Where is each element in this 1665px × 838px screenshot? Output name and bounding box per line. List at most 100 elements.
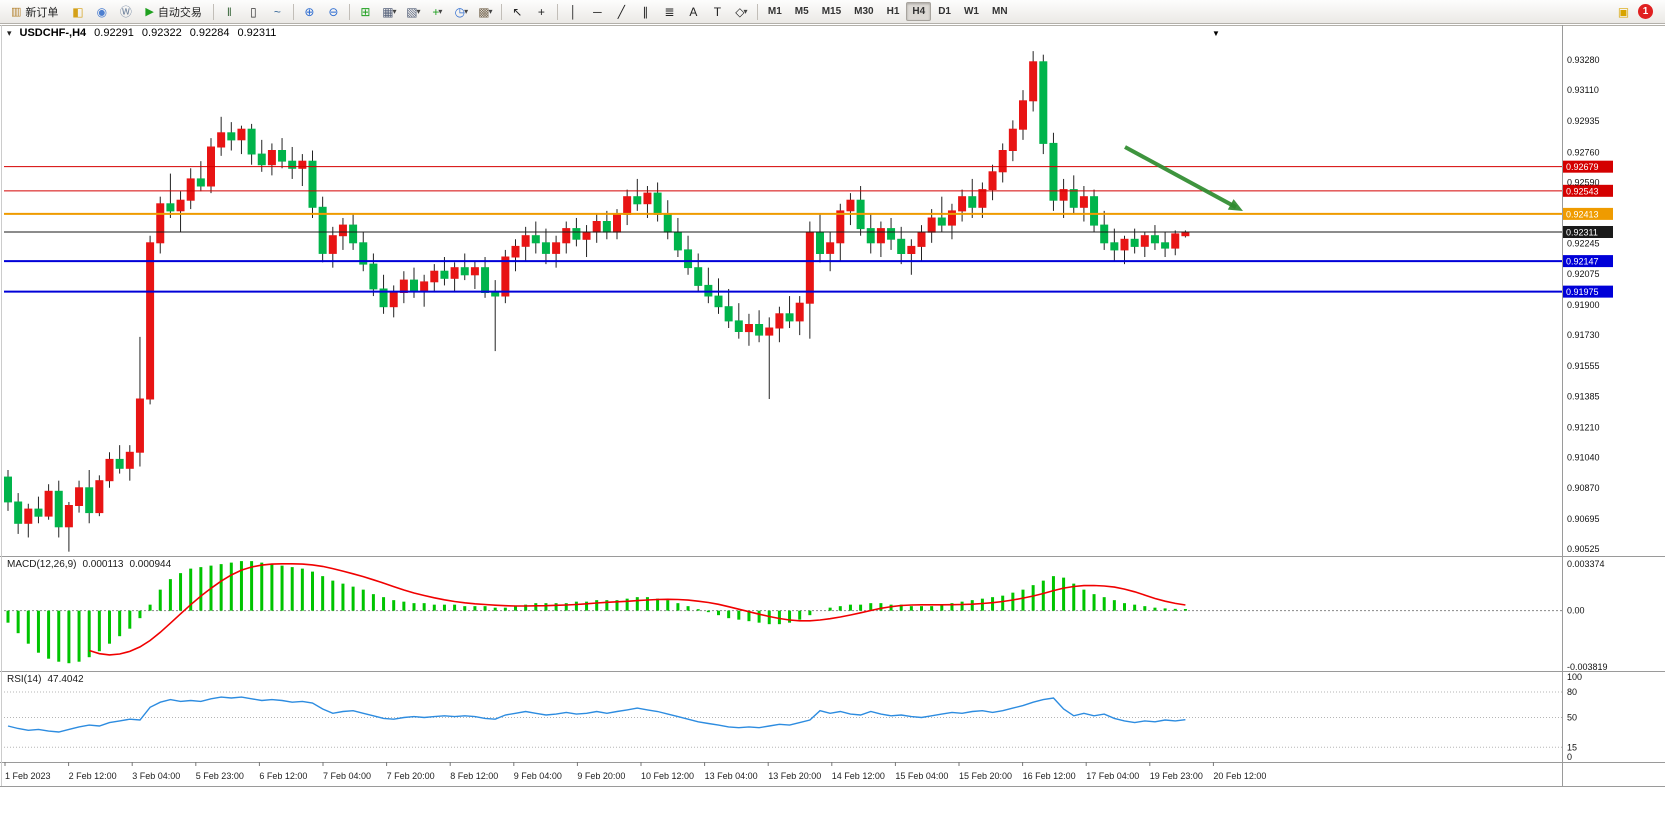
candle: [978, 189, 987, 208]
timeframe-m5-button[interactable]: M5: [794, 6, 809, 17]
timeframe-mn-button[interactable]: MN: [991, 6, 1008, 17]
time-axis-label: 19 Feb 23:00: [1150, 771, 1203, 781]
trend-arrow[interactable]: [1124, 145, 1237, 209]
price-axis-label: 0.92245: [1567, 239, 1600, 249]
tile-windows-icon[interactable]: ⊞: [360, 4, 371, 19]
timeframe-m15-button[interactable]: M15: [821, 6, 842, 17]
news-icon[interactable]: ▣: [1617, 4, 1630, 19]
trend-arrow-head: [1227, 199, 1243, 211]
price-badge: [1563, 160, 1613, 173]
rsi-value: 47.4042: [47, 674, 84, 685]
rsi-indicator-label: RSI(14) 47.4042: [7, 674, 84, 685]
crosshair-icon[interactable]: +: [537, 4, 545, 19]
candle: [1120, 238, 1129, 251]
candle: [1100, 224, 1109, 244]
price-axis-label: 0.91555: [1567, 361, 1600, 371]
candle: [44, 490, 53, 517]
text-icon[interactable]: A: [689, 4, 698, 19]
trendline-icon[interactable]: ╱: [617, 4, 625, 19]
candle: [613, 213, 621, 233]
price-axis-label: 0.92590: [1567, 177, 1600, 187]
candle: [1140, 235, 1149, 247]
macd-signal-line: [88, 562, 1186, 656]
web-icon[interactable]: Ⓦ: [119, 5, 132, 19]
shapes-button[interactable]: ◇ ▾: [735, 4, 748, 19]
coins-icon[interactable]: ◧: [72, 4, 84, 19]
timeframe-w1-button[interactable]: W1: [963, 6, 979, 17]
candlestick-chart-icon[interactable]: ▯: [250, 4, 257, 19]
autotrading-button[interactable]: ▶ 自动交易: [138, 0, 208, 23]
candle: [927, 217, 936, 233]
candle: [4, 476, 12, 503]
candle: [156, 203, 165, 244]
candle: [105, 458, 114, 482]
profiles-button[interactable]: ▧ ▾: [406, 4, 421, 19]
candle: [521, 235, 530, 247]
periods-button[interactable]: ◷ ▾: [454, 4, 469, 19]
line-chart-icon[interactable]: ~: [273, 4, 281, 19]
candle: [785, 313, 794, 322]
candle: [470, 267, 479, 276]
price-badge: [1563, 207, 1613, 220]
cursor-icon[interactable]: ↖: [512, 4, 523, 19]
text-label-icon[interactable]: T: [713, 4, 722, 19]
chart-shift-marker[interactable]: ▼: [1212, 29, 1220, 38]
price-axis-label: 0.92075: [1567, 269, 1600, 279]
new-order-button[interactable]: ▥ 新订单: [4, 0, 65, 23]
macd-histogram: [6, 561, 1187, 664]
community-icon[interactable]: ◉: [96, 4, 108, 19]
fibonacci-icon[interactable]: ≣: [664, 4, 675, 19]
candle: [1059, 189, 1068, 201]
time-axis-label: 9 Feb 20:00: [577, 771, 625, 781]
candle: [501, 256, 510, 297]
time-axis-label: 15 Feb 20:00: [959, 771, 1012, 781]
zoom-in-icon[interactable]: ⊕: [304, 4, 315, 19]
one-click-trading-toggle[interactable]: ▾: [7, 27, 12, 38]
timeframe-d1-button[interactable]: D1: [938, 6, 951, 17]
price-axis-label: 0.91040: [1567, 453, 1600, 463]
candle: [1039, 61, 1048, 144]
price-badge: [1563, 225, 1613, 238]
price-axis-label: 0.91900: [1567, 300, 1600, 310]
candle: [998, 150, 1007, 173]
horizontal-line-icon[interactable]: ─: [593, 4, 602, 19]
templates-button[interactable]: ▩ ▾: [478, 4, 493, 19]
macd-indicator-label: MACD(12,26,9) 0.000113 0.000944: [7, 559, 171, 570]
candle: [552, 242, 561, 254]
time-axis-label: 7 Feb 04:00: [323, 771, 371, 781]
candle: [288, 160, 297, 169]
zoom-out-icon[interactable]: ⊖: [328, 4, 339, 19]
candle: [440, 270, 449, 279]
candle: [196, 178, 205, 187]
candle: [562, 228, 571, 244]
candle: [765, 327, 774, 336]
timeframe-h4-button[interactable]: H4: [906, 2, 932, 21]
dropdown-caret-icon: ▾: [464, 7, 469, 16]
bar-chart-icon[interactable]: ‖: [226, 4, 232, 19]
macd-axis-label: 0.003374: [1567, 559, 1605, 569]
notifications-badge[interactable]: 1: [1638, 4, 1653, 19]
indicators-button[interactable]: + ▾: [432, 4, 443, 19]
candle: [389, 292, 398, 308]
candle: [795, 302, 804, 322]
toolbar-separator: [756, 3, 758, 20]
new-chart-button[interactable]: ▦ ▾: [382, 4, 397, 19]
timeframe-m30-button[interactable]: M30: [854, 6, 874, 17]
time-axis-label: 1 Feb 2023: [5, 771, 51, 781]
rsi-title: RSI(14): [7, 674, 42, 685]
candle: [349, 224, 358, 244]
autotrading-button-label: 自动交易: [157, 6, 202, 19]
candle: [318, 206, 327, 254]
equidistant-channel-icon[interactable]: ∥: [642, 4, 649, 19]
candle: [430, 270, 439, 283]
candle: [968, 196, 977, 208]
time-axis-label: 2 Feb 12:00: [69, 771, 117, 781]
vertical-line-icon[interactable]: │: [569, 4, 578, 19]
timeframe-h1-button[interactable]: H1: [886, 6, 900, 17]
candle: [988, 171, 997, 191]
candle: [643, 192, 652, 205]
candle: [491, 292, 500, 297]
price-axis-label: 0.90695: [1567, 514, 1600, 524]
timeframe-m1-button[interactable]: M1: [767, 6, 782, 17]
